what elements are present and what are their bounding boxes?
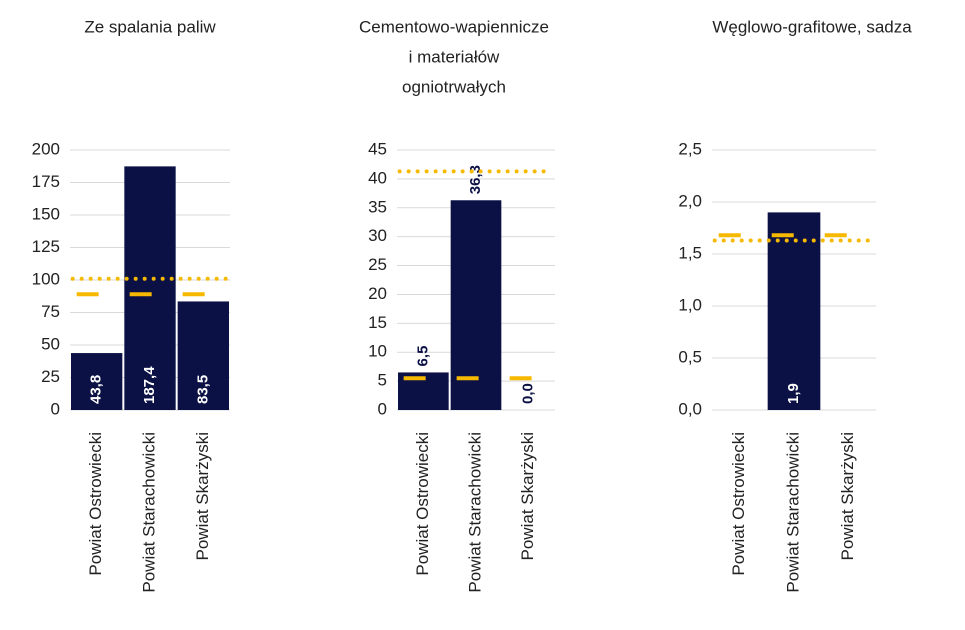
value-label: 83,5 [194, 375, 211, 404]
bar [177, 301, 229, 410]
chart-title: Węglowo-grafitowe, sadza [712, 17, 912, 36]
y-tick-label: 175 [32, 172, 60, 191]
value-label: 36,3 [467, 165, 484, 194]
y-tick-label: 200 [32, 139, 60, 158]
y-tick-label: 75 [41, 302, 60, 321]
y-tick-label: 0 [378, 399, 387, 418]
chart-title: Ze spalania paliw [84, 17, 216, 36]
y-tick-label: 25 [41, 367, 60, 386]
chart-title: ogniotrwałych [402, 77, 506, 96]
value-label: 187,4 [141, 366, 158, 404]
x-tick-label: Powiat Starachowicki [139, 432, 158, 593]
x-tick-label: Powiat Starachowicki [465, 432, 484, 593]
bar [124, 166, 176, 410]
bar [71, 353, 123, 410]
y-tick-label: 125 [32, 237, 60, 256]
y-tick-label: 35 [368, 197, 387, 216]
x-tick-label: Powiat Skarżyski [193, 432, 212, 560]
x-tick-label: Powiat Ostrowiecki [413, 432, 432, 576]
y-tick-label: 5 [378, 371, 387, 390]
y-tick-label: 50 [41, 334, 60, 353]
y-tick-label: 25 [368, 255, 387, 274]
x-tick-label: Powiat Skarżyski [518, 432, 537, 560]
y-tick-label: 0,0 [678, 399, 702, 418]
y-tick-label: 0 [51, 399, 60, 418]
x-tick-label: Powiat Ostrowiecki [729, 432, 748, 576]
y-tick-label: 1,0 [678, 295, 702, 314]
chart-title: i materiałów [409, 47, 500, 66]
value-label: 0,0 [520, 383, 537, 404]
y-tick-label: 45 [368, 139, 387, 158]
y-tick-label: 40 [368, 168, 387, 187]
x-tick-label: Powiat Skarżyski [838, 432, 857, 560]
y-tick-label: 150 [32, 204, 60, 223]
bar [450, 200, 502, 410]
bar [767, 212, 821, 410]
y-tick-label: 2,0 [678, 191, 702, 210]
y-tick-label: 15 [368, 313, 387, 332]
chart-title: Cementowo-wapiennicze [359, 17, 549, 36]
value-label: 6,5 [414, 346, 431, 367]
y-tick-label: 30 [368, 226, 387, 245]
y-tick-label: 100 [32, 269, 60, 288]
y-tick-label: 0,5 [678, 347, 702, 366]
y-tick-label: 1,5 [678, 243, 702, 262]
value-label: 43,8 [88, 375, 105, 404]
y-tick-label: 10 [368, 342, 387, 361]
x-tick-label: Powiat Ostrowiecki [86, 432, 105, 576]
x-tick-label: Powiat Starachowicki [783, 432, 802, 593]
y-tick-label: 2,5 [678, 139, 702, 158]
value-label: 1,9 [785, 383, 802, 404]
y-tick-label: 20 [368, 284, 387, 303]
